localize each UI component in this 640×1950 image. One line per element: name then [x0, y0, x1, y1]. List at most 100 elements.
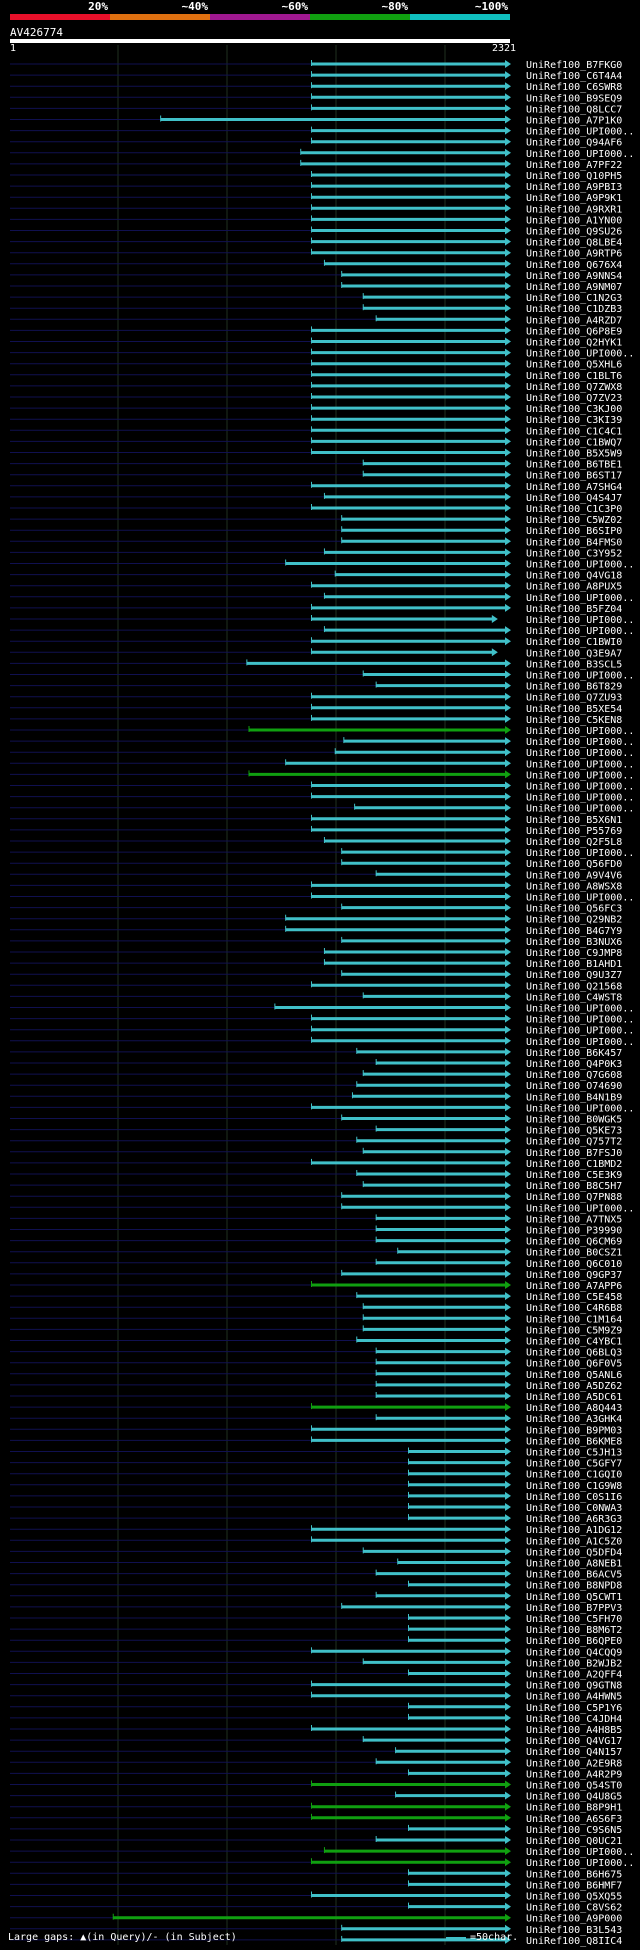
hit-row[interactable]: UniRef100_Q4N157: [10, 1747, 622, 1758]
hit-row[interactable]: UniRef100_Q7PN88: [10, 1192, 622, 1203]
hit-label[interactable]: UniRef100_C1DZB3: [526, 304, 622, 315]
hit-row[interactable]: UniRef100_UPI000..: [10, 626, 634, 637]
hit-label[interactable]: UniRef100_Q8LCC7: [526, 104, 622, 115]
hit-label[interactable]: UniRef100_C1C4C1: [526, 426, 622, 437]
hit-label[interactable]: UniRef100_B8M6T2: [526, 1625, 622, 1636]
hit-label[interactable]: UniRef100_B6SIP0: [526, 526, 622, 537]
hit-row[interactable]: UniRef100_A8PUX5: [10, 581, 622, 593]
hit-label[interactable]: UniRef100_C1BLT6: [526, 371, 622, 382]
hit-label[interactable]: UniRef100_UPI000..: [526, 127, 634, 138]
hit-label[interactable]: UniRef100_A1C5Z0: [526, 1536, 622, 1547]
hit-row[interactable]: UniRef100_A6S6F3: [10, 1813, 622, 1825]
hit-label[interactable]: UniRef100_B6H675: [526, 1869, 622, 1880]
hit-label[interactable]: UniRef100_Q5DFD4: [526, 1547, 622, 1558]
hit-label[interactable]: UniRef100_Q10PH5: [526, 171, 622, 182]
hit-row[interactable]: UniRef100_B5X6N1: [10, 814, 622, 826]
hit-label[interactable]: UniRef100_C4R6B8: [526, 1303, 622, 1314]
hit-label[interactable]: UniRef100_Q56FD0: [526, 859, 622, 870]
hit-row[interactable]: UniRef100_B8P9H1: [10, 1802, 622, 1814]
hit-row[interactable]: UniRef100_A4RZD7: [10, 315, 622, 326]
hit-label[interactable]: UniRef100_A8WSX8: [526, 881, 622, 892]
hit-label[interactable]: UniRef100_Q676X4: [526, 260, 622, 271]
hit-label[interactable]: UniRef100_B4N1B9: [526, 1092, 622, 1103]
hit-label[interactable]: UniRef100_Q7ZWX8: [526, 382, 622, 393]
hit-label[interactable]: UniRef100_Q4N157: [526, 1747, 622, 1758]
hit-label[interactable]: UniRef100_Q4P0K3: [526, 1059, 622, 1070]
hit-row[interactable]: UniRef100_Q94AF6: [10, 137, 622, 149]
hit-row[interactable]: UniRef100_C1C4C1: [10, 426, 622, 437]
hit-row[interactable]: UniRef100_UPI000..: [10, 348, 634, 360]
hit-label[interactable]: UniRef100_C5GFY7: [526, 1459, 622, 1470]
hit-label[interactable]: UniRef100_B8P9H1: [526, 1803, 622, 1814]
hit-label[interactable]: UniRef100_Q6C010: [526, 1259, 622, 1270]
hit-row[interactable]: UniRef100_B8NPD8: [10, 1580, 622, 1592]
hit-label[interactable]: UniRef100_UPI000..: [526, 770, 634, 781]
hit-row[interactable]: UniRef100_B6SIP0: [10, 526, 622, 537]
hit-label[interactable]: UniRef100_B4FMS0: [526, 537, 622, 548]
hit-row[interactable]: UniRef100_UPI000..: [10, 148, 634, 160]
hit-label[interactable]: UniRef100_B7FKG0: [526, 60, 622, 71]
hit-row[interactable]: UniRef100_UPI000..: [10, 559, 634, 571]
hit-label[interactable]: UniRef100_Q4CQQ9: [526, 1647, 622, 1658]
hit-label[interactable]: UniRef100_UPI000..: [526, 793, 634, 804]
hit-row[interactable]: UniRef100_Q6F0V5: [10, 1358, 622, 1370]
hit-label[interactable]: UniRef100_B6ST17: [526, 471, 622, 482]
hit-row[interactable]: UniRef100_UPI000..: [10, 1036, 634, 1048]
hit-row[interactable]: UniRef100_P39990: [10, 1225, 622, 1237]
hit-row[interactable]: UniRef100_A7TNX5: [10, 1214, 622, 1225]
hit-label[interactable]: UniRef100_Q56FC3: [526, 904, 622, 915]
hit-label[interactable]: UniRef100_A2E9R8: [526, 1758, 622, 1769]
hit-label[interactable]: UniRef100_Q2HYK1: [526, 338, 622, 349]
hit-label[interactable]: UniRef100_Q4S4J7: [526, 493, 622, 504]
hit-row[interactable]: UniRef100_Q9SU26: [10, 226, 622, 238]
hit-label[interactable]: UniRef100_Q6BLQ3: [526, 1348, 622, 1359]
hit-label[interactable]: UniRef100_UPI000..: [526, 804, 634, 815]
hit-row[interactable]: UniRef100_Q9GTN8: [10, 1680, 622, 1692]
hit-label[interactable]: UniRef100_UPI000..: [526, 1103, 634, 1114]
hit-row[interactable]: UniRef100_A5DC61: [10, 1392, 622, 1403]
hit-row[interactable]: UniRef100_C5GFY7: [10, 1458, 622, 1470]
hit-label[interactable]: UniRef100_B6K457: [526, 1048, 622, 1059]
hit-row[interactable]: UniRef100_UPI000..: [10, 892, 634, 904]
hit-row[interactable]: UniRef100_Q4VG18: [10, 570, 622, 582]
hit-row[interactable]: UniRef100_B6T829: [10, 681, 622, 693]
hit-label[interactable]: UniRef100_UPI000..: [526, 593, 634, 604]
hit-row[interactable]: UniRef100_UPI000..: [10, 1003, 634, 1015]
hit-row[interactable]: UniRef100_Q9U3Z7: [10, 970, 622, 981]
hit-label[interactable]: UniRef100_A7SHG4: [526, 482, 622, 493]
hit-label[interactable]: UniRef100_Q9GTN8: [526, 1681, 622, 1692]
hit-row[interactable]: UniRef100_UPI000..: [10, 1858, 634, 1869]
hit-row[interactable]: UniRef100_Q6C010: [10, 1258, 622, 1270]
hit-label[interactable]: UniRef100_C1BMD2: [526, 1159, 622, 1170]
hit-row[interactable]: UniRef100_P55769: [10, 825, 622, 837]
hit-row[interactable]: UniRef100_C0S1I6: [10, 1491, 622, 1503]
hit-row[interactable]: UniRef100_C1BWQ7: [10, 437, 622, 448]
hit-label[interactable]: UniRef100_UPI000..: [526, 349, 634, 360]
hit-row[interactable]: UniRef100_Q4S4J7: [10, 492, 622, 504]
hit-row[interactable]: UniRef100_Q4VG17: [10, 1736, 622, 1747]
hit-row[interactable]: UniRef100_Q4CQQ9: [10, 1647, 622, 1658]
hit-label[interactable]: UniRef100_B6TBE1: [526, 460, 622, 471]
hit-label[interactable]: UniRef100_B0CSZ1: [526, 1248, 622, 1259]
hit-label[interactable]: UniRef100_C5JH13: [526, 1448, 622, 1459]
hit-row[interactable]: UniRef100_B7FKG0: [10, 60, 622, 71]
hit-label[interactable]: UniRef100_Q4U8G5: [526, 1792, 622, 1803]
hit-label[interactable]: UniRef100_UPI000..: [526, 626, 634, 637]
hit-label[interactable]: UniRef100_Q3E9A7: [526, 648, 622, 659]
hit-row[interactable]: UniRef100_UPI000..: [10, 1025, 634, 1037]
hit-row[interactable]: UniRef100_A6R3G3: [10, 1514, 622, 1525]
hit-row[interactable]: UniRef100_C4JDH4: [10, 1713, 622, 1725]
hit-label[interactable]: UniRef100_Q6F0V5: [526, 1359, 622, 1370]
hit-label[interactable]: UniRef100_C1BWQ7: [526, 437, 622, 448]
hit-label[interactable]: UniRef100_C5E458: [526, 1292, 622, 1303]
hit-label[interactable]: UniRef100_A5DC61: [526, 1392, 622, 1403]
hit-row[interactable]: UniRef100_Q0UC21: [10, 1836, 622, 1847]
hit-row[interactable]: UniRef100_C4WST8: [10, 992, 622, 1003]
hit-label[interactable]: UniRef100_Q9SU26: [526, 227, 622, 238]
hit-label[interactable]: UniRef100_P55769: [526, 826, 622, 837]
hit-label[interactable]: UniRef100_C5KEN8: [526, 715, 622, 726]
hit-row[interactable]: UniRef100_UPI000..: [10, 615, 634, 626]
hit-label[interactable]: UniRef100_A3GHK4: [526, 1414, 622, 1425]
hit-row[interactable]: UniRef100_Q8LBE4: [10, 237, 622, 249]
hit-label[interactable]: UniRef100_UPI000..: [526, 671, 634, 682]
